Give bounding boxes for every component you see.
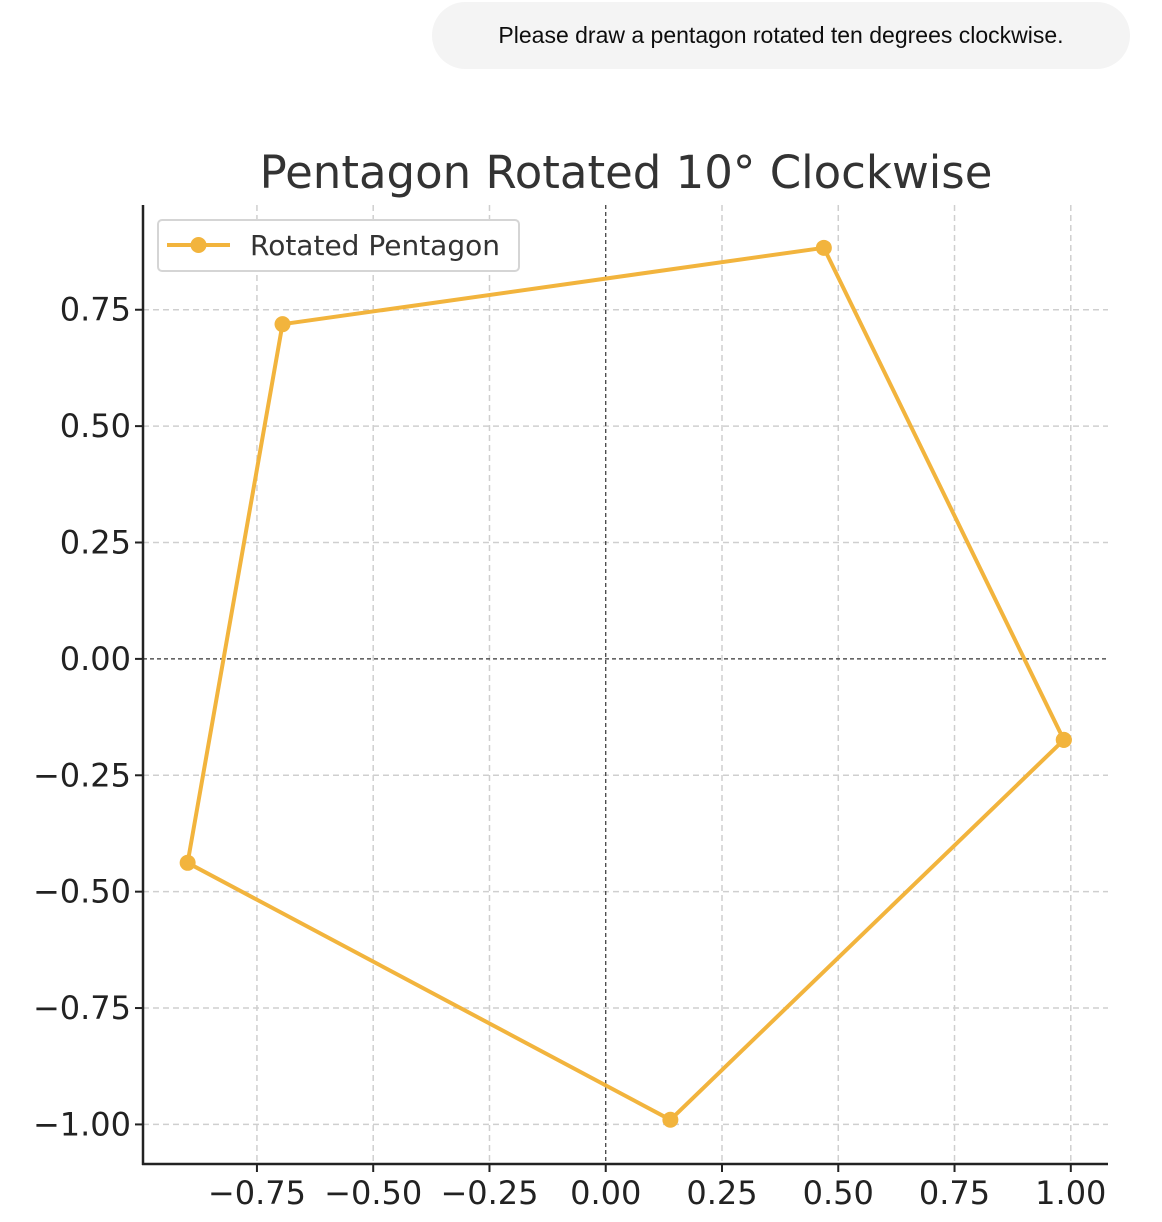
zero-lines xyxy=(143,205,1108,1164)
data-point xyxy=(662,1111,679,1128)
y-tick-label: 0.00 xyxy=(60,640,131,678)
data-point xyxy=(815,239,832,256)
y-tick-label: 0.75 xyxy=(60,291,131,329)
user-message-text: Please draw a pentagon rotated ten degre… xyxy=(498,22,1064,48)
legend: Rotated Pentagon xyxy=(157,219,520,272)
series-line xyxy=(185,245,1066,1122)
grid-lines xyxy=(143,205,1108,1164)
y-tick-label: −0.25 xyxy=(33,756,131,794)
x-axis-ticks: −0.75 −0.50 −0.25 0.00 0.25 0.50 0.75 1.00 xyxy=(208,1164,1106,1212)
x-tick-label: 0.75 xyxy=(919,1174,990,1212)
legend-label: Rotated Pentagon xyxy=(250,229,500,262)
y-tick-label: −0.75 xyxy=(33,989,131,1027)
x-tick-label: 0.00 xyxy=(570,1174,641,1212)
x-tick-label: 1.00 xyxy=(1035,1174,1106,1212)
data-point xyxy=(179,854,196,871)
pentagon-chart: Pentagon Rotated 10° Clockwise −0.75 −0.5… xyxy=(33,146,1108,1212)
legend-box xyxy=(157,219,520,272)
y-axis-ticks: 0.75 0.50 0.25 0.00 −0.25 −0.50 −0.75 −1.00 xyxy=(33,291,143,1143)
legend-marker xyxy=(190,237,207,253)
data-point xyxy=(1055,731,1072,748)
x-tick-label: 0.50 xyxy=(803,1174,874,1212)
y-tick-label: −1.00 xyxy=(33,1105,131,1143)
data-point xyxy=(274,316,291,333)
series-layer xyxy=(179,239,1072,1128)
x-tick-label: 0.25 xyxy=(686,1174,757,1212)
chart-title: Pentagon Rotated 10° Clockwise xyxy=(260,146,993,199)
x-tick-label: −0.25 xyxy=(440,1174,538,1212)
y-tick-label: −0.50 xyxy=(33,873,131,911)
x-tick-label: −0.50 xyxy=(324,1174,422,1212)
y-tick-label: 0.50 xyxy=(60,407,131,445)
y-tick-label: 0.25 xyxy=(60,524,131,562)
axes xyxy=(141,205,1108,1166)
x-tick-label: −0.75 xyxy=(208,1174,306,1212)
user-message-bubble: Please draw a pentagon rotated ten degre… xyxy=(432,2,1130,69)
